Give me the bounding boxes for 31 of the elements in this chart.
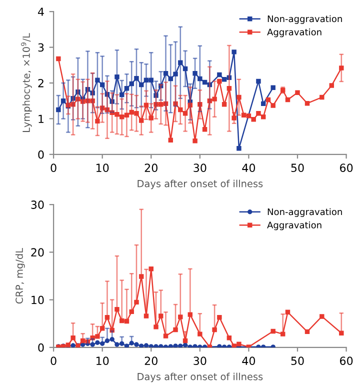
x-tick-label: 20 xyxy=(144,164,158,172)
y-tick-label: 2 xyxy=(38,78,44,88)
x-tick-label: 0 xyxy=(50,356,56,366)
x-tick-label: 20 xyxy=(144,356,158,366)
x-tick-label: 30 xyxy=(194,164,206,172)
x-tick-label: 40 xyxy=(242,164,256,172)
x-axis-title: Days after onset of illness xyxy=(138,180,263,190)
y-tick-label: 20 xyxy=(31,248,44,257)
x-tick-label: 50 xyxy=(291,356,304,366)
y-tick-label: 3 xyxy=(38,43,44,52)
x-tick-label: 0 xyxy=(50,164,56,172)
y-axis-title: CRP, mg/dL xyxy=(15,248,25,304)
y-tick-label: 10 xyxy=(32,296,44,304)
y-tick-label: 0 xyxy=(38,150,44,159)
y-tick-label: 30 xyxy=(31,200,44,209)
x-tick-label: 60 xyxy=(340,356,353,366)
x-tick-label: 60 xyxy=(340,164,353,172)
y-tick-label: 0 xyxy=(38,343,44,352)
x-axis-title: Days after onset of illness xyxy=(138,372,263,382)
y-tick-label: 1 xyxy=(38,114,44,123)
x-tick-label: 50 xyxy=(291,164,304,172)
x-tick-label: 40 xyxy=(242,356,256,366)
x-tick-label: 30 xyxy=(194,356,206,366)
x-tick-label: 10 xyxy=(96,356,109,366)
legend-label: Non-aggravation xyxy=(268,208,342,217)
legend-label: Non-aggravation xyxy=(268,15,342,24)
legend-label: Aggravation xyxy=(267,28,322,38)
y-axis-title: Lymphocyte, ×10$^{9}$/L xyxy=(21,33,32,132)
y-tick-label: 4 xyxy=(38,8,44,16)
legend-label: Aggravation xyxy=(267,221,322,230)
x-tick-label: 10 xyxy=(96,164,109,172)
